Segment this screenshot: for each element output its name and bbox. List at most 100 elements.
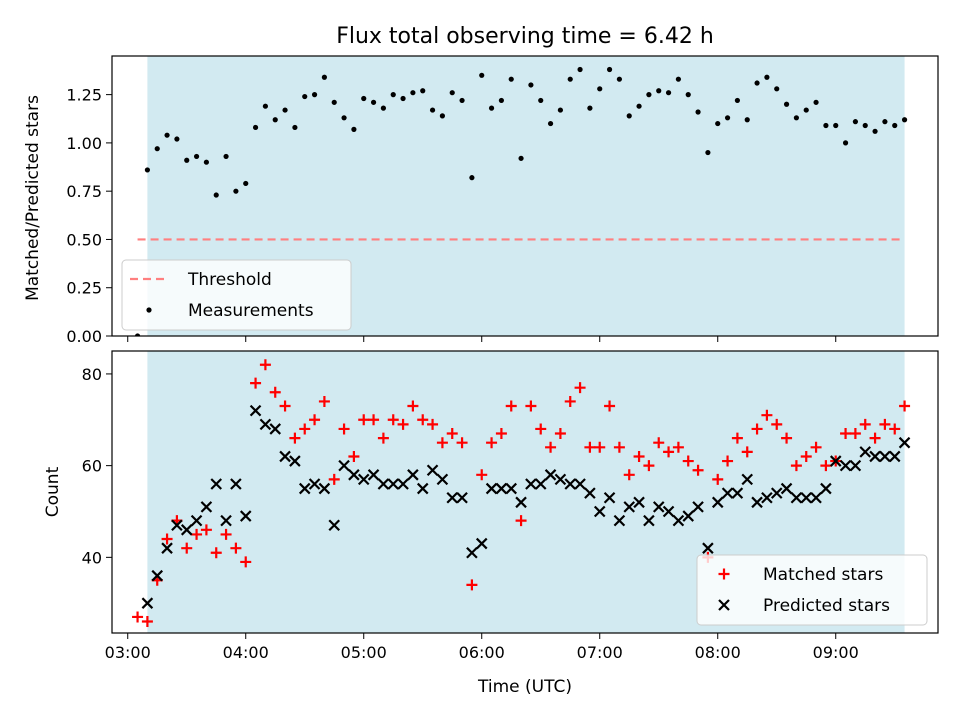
series-0-point-61 (734, 97, 741, 104)
series-1-point-42 (544, 469, 557, 481)
x-tick-label: 04:00 (223, 643, 269, 662)
series-0-point-9 (220, 528, 232, 540)
legend-label: Measurements (188, 301, 314, 321)
series-0-point-69 (813, 99, 819, 105)
series-1-point-1 (141, 597, 154, 609)
series-0-point-53 (653, 437, 665, 449)
series-1-point-15 (279, 450, 291, 463)
series-0-point-54 (663, 446, 675, 458)
series-0-point-63 (751, 423, 763, 435)
series-0-point-68 (803, 107, 809, 113)
series-0-point-5 (184, 157, 190, 163)
series-0-point-34 (469, 175, 475, 181)
y-tick-label: 0.00 (66, 327, 102, 346)
series-0-point-69 (810, 441, 822, 453)
series-1-point-27 (397, 478, 409, 490)
series-0-point-25 (377, 432, 389, 444)
series-1-point-62 (741, 473, 754, 486)
series-0-point-31 (436, 437, 448, 449)
series-0-point-9 (223, 153, 229, 160)
series-1-point-2 (151, 569, 164, 582)
series-0-point-57 (692, 464, 704, 476)
series-0-point-78 (901, 117, 908, 123)
y-tick-label: 1.00 (66, 134, 102, 153)
series-0-point-71 (833, 122, 839, 129)
series-1-point-18 (308, 478, 321, 490)
series-1-point-69 (810, 491, 822, 504)
series-1-point-54 (662, 505, 675, 518)
series-0-point-65 (771, 418, 783, 430)
series-0-point-38 (508, 76, 514, 82)
series-0-point-58 (705, 149, 711, 156)
y-tick-label: 40 (82, 548, 102, 567)
series-0-point-47 (597, 86, 603, 92)
series-0-point-8 (210, 547, 222, 559)
series-0-point-23 (361, 95, 367, 102)
series-0-point-6 (191, 528, 203, 540)
series-1-point-73 (849, 459, 862, 472)
series-1-point-12 (249, 404, 262, 417)
series-0-point-50 (626, 113, 632, 119)
axes-frame (111, 350, 939, 634)
legend-swatch-marker (146, 307, 152, 313)
plot-area (134, 66, 908, 336)
series-1-point-40 (525, 478, 537, 490)
series-1-point-16 (289, 455, 301, 467)
top-panel: 0.00 0.25 0.50 0.75 1.00 1.25 Threshold Measure… (66, 55, 939, 346)
series-0-point-76 (882, 119, 888, 125)
series-0-point-49 (616, 76, 623, 82)
series-0-point-29 (420, 88, 426, 94)
series-0-point-30 (429, 107, 436, 113)
series-1-point-29 (416, 482, 429, 495)
series-0-point-35 (476, 469, 488, 481)
series-0-point-40 (528, 82, 534, 88)
series-0-point-63 (754, 80, 760, 86)
series-1-point-14 (269, 423, 282, 435)
bottom-panel: 40 60 80 03:00 04:00 05:00 06:00 07:00 08:00 09:0… (82, 350, 939, 662)
series-0-point-4 (174, 136, 180, 142)
series-0-point-23 (358, 414, 370, 426)
series-1-point-19 (318, 482, 331, 495)
series-1-point-34 (466, 546, 478, 559)
series-0-point-67 (793, 115, 800, 121)
series-1-point-60 (721, 487, 734, 499)
series-0-point-37 (495, 428, 507, 440)
series-1-point-23 (357, 473, 370, 486)
series-1-point-33 (456, 491, 468, 504)
series-0-point-28 (410, 90, 416, 96)
series-0-point-29 (417, 414, 429, 426)
series-0-point-6 (193, 153, 200, 160)
series-0-point-56 (685, 92, 691, 98)
series-0-point-24 (368, 414, 380, 426)
series-0-point-35 (479, 72, 485, 78)
series-1-point-59 (711, 496, 724, 509)
series-0-point-57 (695, 109, 701, 115)
series-0-point-43 (554, 428, 566, 440)
series-1-point-52 (643, 514, 655, 527)
series-0-point-42 (547, 120, 554, 127)
series-0-point-7 (200, 524, 212, 536)
series-0-point-42 (545, 441, 557, 453)
series-0-point-55 (672, 441, 684, 453)
series-1-point-75 (869, 450, 881, 463)
series-0-point-11 (243, 180, 249, 187)
series-0-point-30 (427, 418, 439, 430)
series-0-point-60 (722, 455, 734, 467)
series-0-point-47 (594, 441, 606, 453)
series-0-point-14 (269, 386, 281, 398)
series-0-point-3 (161, 533, 173, 545)
series-0-point-40 (525, 400, 537, 412)
series-0-point-11 (240, 556, 252, 568)
series-0-point-65 (774, 86, 780, 92)
series-0-point-67 (790, 460, 802, 472)
series-0-point-25 (380, 105, 386, 111)
series-0-point-13 (262, 103, 268, 109)
series-0-point-77 (892, 122, 898, 129)
series-0-point-32 (449, 90, 455, 96)
series-0-point-76 (879, 418, 891, 430)
x-tick-label: 08:00 (695, 643, 741, 662)
series-0-point-72 (840, 428, 852, 440)
series-0-point-46 (584, 441, 596, 453)
series-0-point-49 (613, 441, 625, 453)
series-0-point-78 (899, 400, 911, 412)
